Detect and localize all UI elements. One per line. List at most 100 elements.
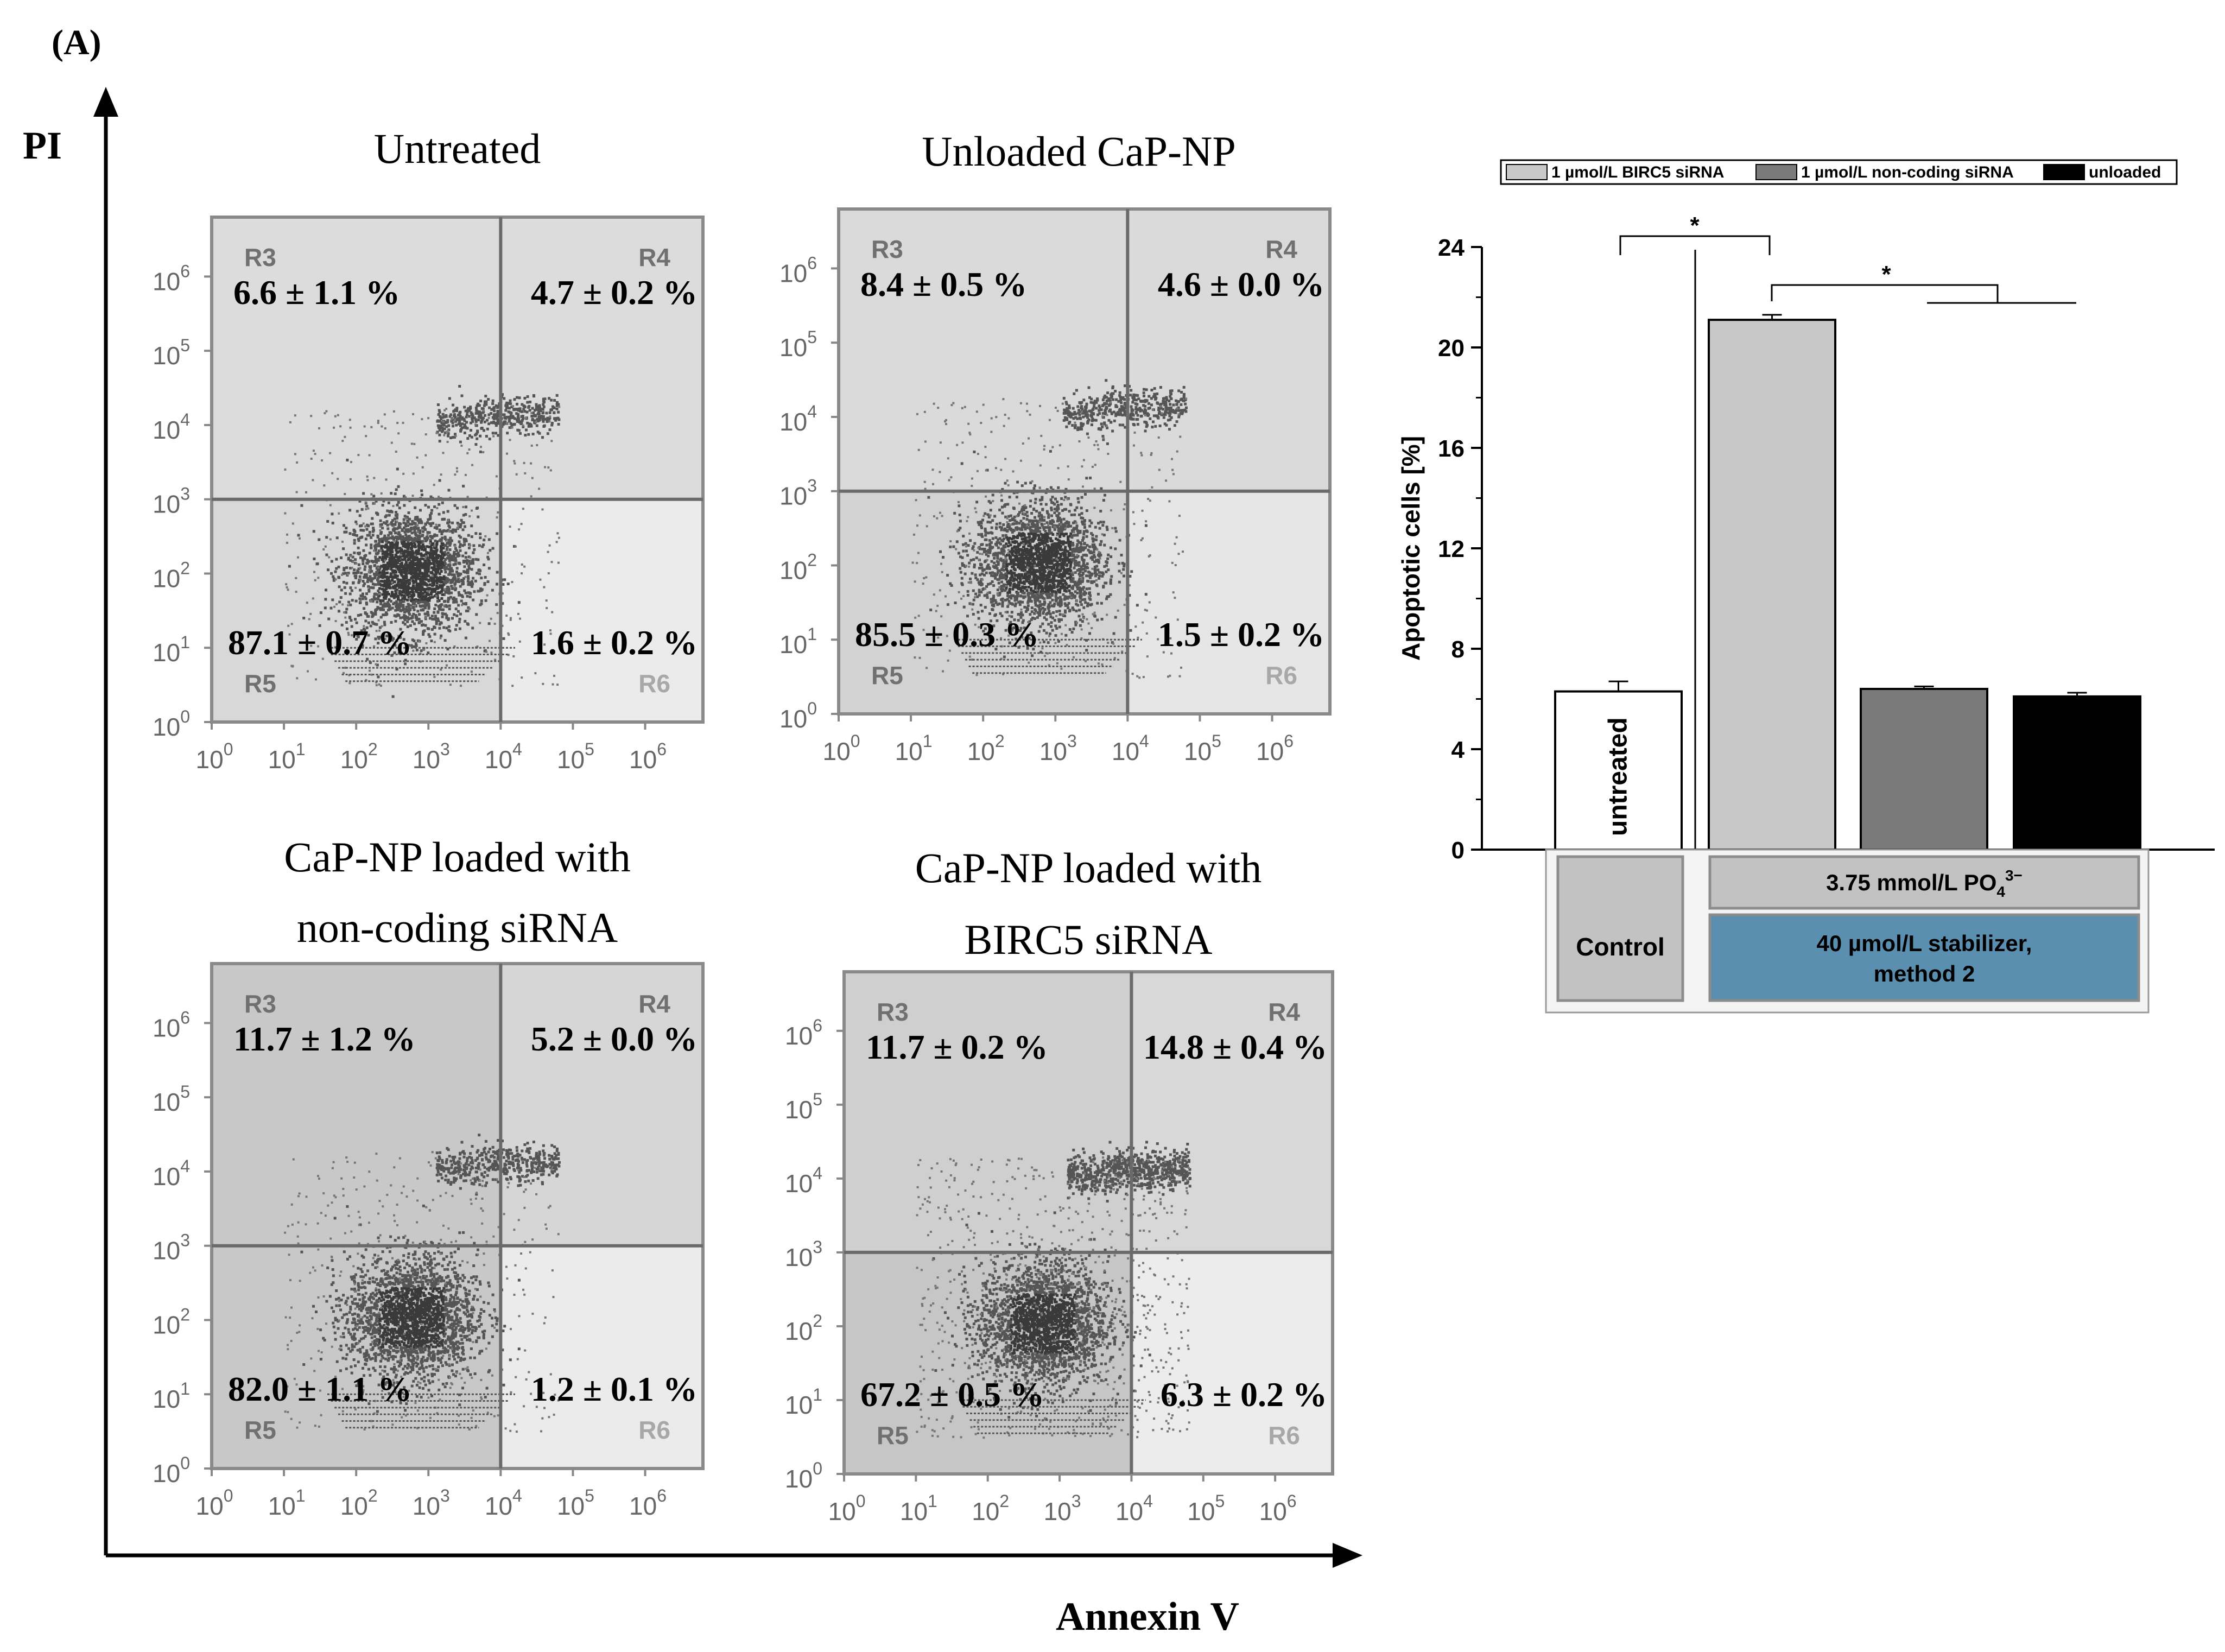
scatter-dot [542,683,544,685]
scatter-dot [506,422,508,424]
scatter-dot [473,416,476,419]
scatter-dot [434,641,436,643]
scatter-dot [466,427,469,429]
scatter-dot [429,584,432,586]
scatter-dot [343,581,345,584]
scatter-dot [388,565,390,567]
scatter-dot [447,441,449,443]
scatter-dot [412,495,414,497]
scatter-dot [497,612,499,614]
scatter-dot [292,522,294,524]
scatter-dot [326,520,329,523]
scatter-dot [401,574,403,577]
scatter-dot [550,469,552,471]
scatter-dot [313,558,315,560]
scatter-dot [432,581,434,584]
scatter-dot [420,620,423,623]
scatter-dot [449,683,452,686]
scatter-dot [285,583,287,585]
scatter-dot [441,502,444,504]
scatter-dot [992,584,995,587]
scatter-dot [973,599,975,602]
scatter-dot [430,522,433,525]
scatter-dot [369,552,371,554]
scatter-dot [398,560,401,562]
scatter-dot [461,583,464,586]
scatter-dot [1102,499,1105,502]
scatter-dot [435,432,438,434]
scatter-dot [1100,602,1103,605]
scatter-dot [549,412,552,414]
y-tick-label: 103 [153,484,190,518]
x-tick-label: 101 [268,739,306,774]
scatter-dot [392,528,395,530]
scatter-dot [362,593,364,596]
scatter-dot [984,512,986,515]
scatter-dot [530,425,533,428]
scatter-dot [452,528,454,531]
scatter-dot [517,417,520,420]
scatter-dot [357,537,360,540]
scatter-dot [1048,529,1050,532]
tick-base: 10 [153,490,180,518]
scatter-dot [379,549,382,552]
scatter-dot [1013,546,1016,548]
scatter-dot [556,683,559,686]
scatter-dot [479,604,481,606]
scatter-dot [992,537,994,540]
scatter-dot [1099,527,1101,530]
scatter-dot [459,543,462,546]
scatter-dot [1049,537,1052,540]
scatter-dot [977,533,980,536]
scatter-dot [448,397,451,400]
scatter-dot [480,421,483,424]
scatter-dot [435,524,438,526]
scatter-dot [405,587,408,590]
scatter-dot [1095,539,1098,541]
scatter-dot [1090,522,1093,524]
scatter-dot [452,531,454,534]
scatter-dot [1099,521,1102,523]
scatter-dot [1014,605,1017,607]
scatter-dot [390,568,392,571]
scatter-dot [435,549,438,552]
scatter-dot [370,543,372,546]
scatter-dot [974,593,977,596]
scatter-dot [1097,522,1100,524]
scatter-dot [313,450,315,452]
scatter-dot [544,466,546,469]
tick-base: 10 [153,267,180,295]
scatter-dot [422,633,424,636]
scatter-dot [412,593,415,596]
scatter-dot [511,415,514,417]
scatter-dot [456,507,459,509]
scatter-dot [470,562,473,565]
scatter-dot [963,606,966,609]
scatter-dot [553,399,556,402]
scatter-dot [962,543,965,546]
scatter-dot [419,520,422,522]
scatter-dot [424,598,427,601]
scatter-dot [1083,519,1086,522]
scatter-dot [489,549,491,552]
scatter-dot [1031,606,1034,609]
scatter-dot [437,403,440,406]
scatter-dot [1045,618,1048,621]
scatter-dot [430,640,433,642]
scatter-dot [373,503,376,505]
scatter-dot [400,610,402,612]
scatter-dot [420,649,423,652]
scatter-dot [999,612,1002,615]
scatter-dot [324,412,326,414]
scatter-dot [1022,553,1024,556]
scatter-dot [488,622,491,625]
scatter-dot [421,587,424,590]
scatter-dot [479,400,482,402]
scatter-dot [480,577,483,579]
scatter-dot [389,608,392,611]
scatter-dot [331,472,333,474]
scatter-dot [378,587,381,590]
scatter-dot [1063,518,1066,521]
scatter-dot [1019,520,1022,522]
scatter-dot [991,532,993,535]
